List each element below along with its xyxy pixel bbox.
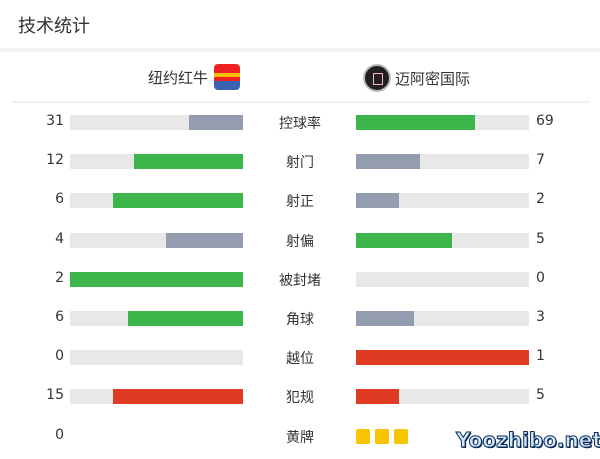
yellow-card-icon <box>356 428 370 444</box>
away-bar <box>356 311 529 326</box>
home-bar-fill <box>127 311 243 326</box>
home-bar-fill <box>166 232 243 248</box>
away-bar <box>356 115 529 130</box>
away-bar <box>356 350 529 366</box>
home-team: 纽约红牛 <box>148 64 241 90</box>
away-value: 69 <box>536 113 554 129</box>
stat-name: 射偏 <box>286 233 314 250</box>
away-bar-fill <box>356 232 453 248</box>
home-value: 31 <box>46 113 64 129</box>
stat-row: 15 犯规 5 <box>0 386 600 406</box>
stat-row: 0 黄牌 <box>0 426 600 446</box>
home-value: 0 <box>55 426 64 443</box>
away-bar <box>356 193 529 209</box>
home-value: 4 <box>55 230 64 247</box>
watermark: Yoozhibo.net <box>456 428 600 453</box>
home-value: 12 <box>46 152 64 169</box>
stat-row: 6 射正 2 <box>0 190 600 210</box>
home-bar-fill <box>133 154 243 170</box>
yellow-card-icon <box>375 428 389 444</box>
away-bar <box>356 154 529 170</box>
stat-name: 黄牌 <box>286 429 314 446</box>
away-bar-fill <box>356 193 400 209</box>
home-value: 0 <box>55 348 64 365</box>
stat-name: 犯规 <box>286 390 314 407</box>
away-bar <box>356 389 529 405</box>
away-value: 3 <box>536 309 545 325</box>
home-value: 6 <box>55 309 64 325</box>
home-bar <box>70 271 243 287</box>
home-bar-fill <box>113 193 243 209</box>
stat-row: 2 被封堵 0 <box>0 269 600 289</box>
away-bar-fill <box>356 389 400 405</box>
away-bar-fill <box>356 154 420 170</box>
home-bar <box>70 154 243 170</box>
away-bar-fill <box>356 311 414 326</box>
home-bar-fill <box>113 389 243 405</box>
away-value: 2 <box>536 191 545 208</box>
away-team: 迈阿密国际 <box>363 64 470 92</box>
away-value: 0 <box>536 269 545 286</box>
home-value: 2 <box>55 269 64 286</box>
divider <box>0 48 600 52</box>
home-bar-fill <box>189 115 243 130</box>
stat-name: 射正 <box>286 194 314 211</box>
home-bar <box>70 115 243 130</box>
home-bar <box>70 193 243 209</box>
away-bar <box>356 271 529 287</box>
home-bar-fill <box>70 271 243 287</box>
home-bar <box>70 389 243 405</box>
away-team-name: 迈阿密国际 <box>395 69 471 88</box>
home-bar <box>70 232 243 248</box>
away-bar-fill <box>356 115 476 130</box>
page-title: 技术统计 <box>18 16 90 37</box>
away-cards <box>356 428 408 444</box>
home-team-name: 纽约红牛 <box>148 68 209 87</box>
stat-name: 角球 <box>286 312 314 328</box>
stat-name: 越位 <box>286 351 314 368</box>
stat-row: 4 射偏 5 <box>0 230 600 250</box>
yellow-card-icon <box>394 428 408 444</box>
stat-row: 0 越位 1 <box>0 347 600 367</box>
divider <box>12 101 590 103</box>
stat-name: 被封堵 <box>279 272 321 289</box>
stat-row: 12 射门 7 <box>0 151 600 171</box>
away-bar <box>356 232 529 248</box>
away-bar-fill <box>356 350 529 366</box>
stat-row: 31 控球率 69 <box>0 112 600 132</box>
away-value: 5 <box>536 387 545 404</box>
away-value: 5 <box>536 230 545 247</box>
home-bar <box>70 311 243 326</box>
home-bar <box>70 350 243 366</box>
away-value: 1 <box>536 348 545 365</box>
stat-name: 射门 <box>286 155 314 172</box>
stat-name: 控球率 <box>279 116 321 132</box>
away-value: 7 <box>536 152 545 169</box>
home-team-logo-icon <box>214 64 241 90</box>
home-value: 15 <box>46 387 64 404</box>
home-value: 6 <box>55 191 64 208</box>
stat-row: 6 角球 3 <box>0 308 600 328</box>
away-team-logo-icon <box>363 64 391 92</box>
